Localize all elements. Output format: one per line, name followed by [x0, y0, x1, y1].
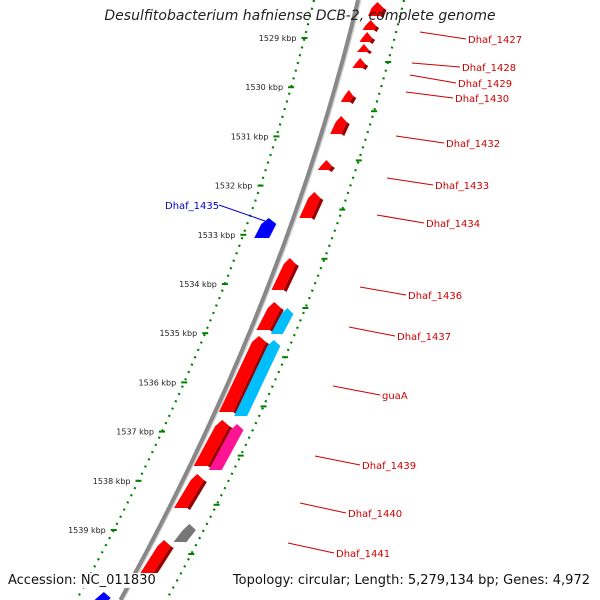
gene-feature-guaA — [219, 336, 266, 412]
leader-line-2 — [409, 74, 457, 84]
genome-backbone — [118, 0, 362, 600]
leader-line-4 — [395, 135, 445, 144]
gene-label: Dhaf_1441 — [336, 549, 390, 560]
gene-label: Dhaf_1427 — [468, 35, 522, 46]
map-title: Desulfitobacterium hafniense DCB-2, comp… — [104, 8, 496, 24]
leader-line-13 — [287, 542, 335, 554]
gene-feature-1432-shade — [341, 122, 350, 136]
gene-features — [94, 2, 387, 600]
leader-line-5 — [386, 177, 434, 186]
gene-label: guaA — [382, 391, 408, 402]
gene-label: Dhaf_1428 — [462, 63, 516, 74]
gene-feature-1428-shade — [369, 38, 376, 44]
gene-feature-1430 — [352, 58, 366, 68]
gene-feature-1430b-shade — [349, 96, 357, 104]
tick-label-6: 1535 kbp — [159, 329, 197, 338]
gene-label: Dhaf_1440 — [348, 509, 402, 520]
gene-feature-1428 — [359, 32, 373, 42]
leader-line-1 — [411, 62, 461, 68]
gene-label: Dhaf_1434 — [426, 219, 480, 230]
leader-line-10 — [332, 385, 381, 396]
gene-feature-1427b — [362, 20, 377, 30]
leader-line-12 — [299, 502, 347, 514]
leader-line-8 — [359, 286, 407, 296]
gene-feature-1439 — [193, 420, 230, 466]
leader-line-6 — [376, 214, 425, 224]
tick-label-7: 1536 kbp — [139, 378, 177, 387]
gene-feature-1433 — [317, 160, 332, 170]
tick-label-2: 1531 kbp — [231, 132, 269, 141]
gene-feature-1427-shade — [380, 8, 387, 18]
gene-feature-1430b — [340, 90, 354, 102]
gene-feature-1427b-shade — [373, 26, 380, 32]
gene-feature-1429-shade — [366, 50, 372, 54]
gene-label: Dhaf_1430 — [455, 94, 509, 105]
gene-feature-1440 — [174, 474, 204, 508]
topology-text: Topology: circular; Length: 5,279,134 bp… — [230, 573, 592, 588]
backbone-shadow — [121, 0, 362, 600]
gene-feature-1441 — [138, 540, 171, 576]
leader-line-11 — [314, 455, 361, 466]
gene-feature-1437 — [256, 302, 281, 330]
tick-label-9: 1538 kbp — [93, 477, 131, 486]
tick-label-0: 1529 kbp — [259, 34, 297, 43]
leader-line-0 — [419, 31, 467, 40]
gene-label: Dhaf_1432 — [446, 139, 500, 150]
gene-feature-1436 — [271, 258, 296, 290]
tick-label-3: 1532 kbp — [215, 182, 253, 191]
gene-label: Dhaf_1433 — [435, 181, 489, 192]
gene-feature-1429 — [356, 44, 369, 52]
gene-feature-guaA-shade — [233, 342, 269, 414]
gene-feature-1434 — [299, 192, 321, 218]
gene-feature-1439-shade — [207, 426, 233, 468]
tick-label-5: 1534 kbp — [179, 280, 217, 289]
backbone-line — [118, 0, 360, 600]
accession-text: Accession: NC_011830 — [6, 573, 158, 588]
leader-line-3 — [405, 91, 454, 99]
leader-line-7 — [218, 204, 266, 222]
gene-feature-1440-shade — [187, 480, 207, 510]
gene-feature-1437-shade — [269, 308, 284, 332]
gene-feature-1427 — [368, 2, 384, 16]
gene-feature-1433-shade — [328, 166, 335, 172]
tick-label-1: 1530 kbp — [245, 83, 283, 92]
gene-label: Dhaf_1437 — [397, 332, 451, 343]
rna-feature-magenta — [208, 424, 244, 470]
gene-feature-bottom-blue — [94, 592, 111, 600]
gene-label: Dhaf_1435 — [165, 201, 219, 212]
gene-labels: Dhaf_1427 Dhaf_1428 Dhaf_1429 Dhaf_1430 Dhaf… — [165, 31, 522, 560]
tick-label-8: 1537 kbp — [116, 428, 154, 437]
gene-feature-1441-shade — [151, 546, 174, 578]
gene-label: Dhaf_1436 — [408, 291, 462, 302]
tick-label-4: 1533 kbp — [198, 231, 236, 240]
kbp-ticks: 1529 kbp 1530 kbp 1531 kbp 1532 kbp 1533 kbp… — [42, 34, 392, 584]
rna-feature-cyan-1 — [270, 308, 294, 334]
gene-feature-1432 — [330, 116, 347, 134]
misc-feature-gray — [173, 524, 196, 542]
gene-feature-1430-shade — [362, 64, 369, 70]
gene-feature-1436-shade — [283, 264, 299, 292]
rna-feature-cyan-2 — [234, 340, 281, 416]
gene-feature-1435 — [254, 218, 277, 238]
gene-feature-1434-shade — [311, 198, 324, 220]
gene-label: Dhaf_1439 — [362, 461, 416, 472]
leader-line-9 — [348, 326, 396, 337]
tick-label-10: 1539 kbp — [68, 526, 106, 535]
gene-label: Dhaf_1429 — [458, 79, 512, 90]
